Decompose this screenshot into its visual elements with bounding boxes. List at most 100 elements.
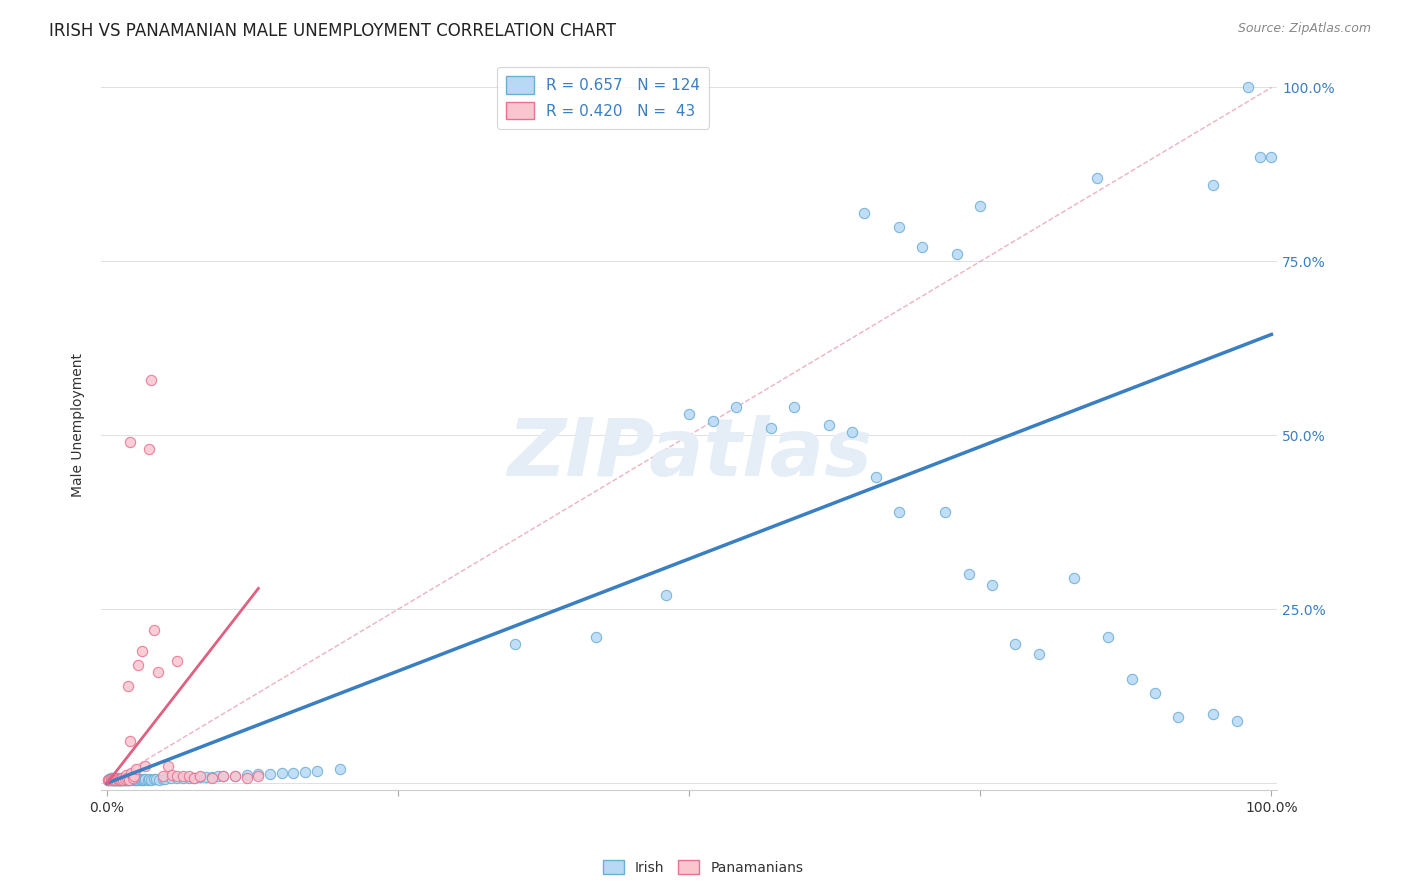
- Point: [188, 769, 211, 783]
- Point: [104, 772, 127, 786]
- Point: [887, 505, 910, 519]
- Point: [104, 772, 127, 787]
- Point: [294, 765, 316, 780]
- Point: [107, 773, 129, 788]
- Point: [115, 772, 138, 786]
- Point: [207, 769, 229, 783]
- Point: [702, 414, 724, 428]
- Point: [156, 759, 179, 773]
- Point: [118, 773, 141, 788]
- Point: [138, 772, 160, 786]
- Point: [122, 769, 145, 783]
- Point: [678, 408, 700, 422]
- Point: [120, 435, 142, 450]
- Point: [201, 771, 224, 785]
- Point: [104, 773, 127, 788]
- Point: [852, 205, 875, 219]
- Point: [1260, 150, 1282, 164]
- Point: [98, 772, 121, 787]
- Point: [114, 772, 136, 786]
- Point: [152, 772, 174, 786]
- Point: [100, 773, 122, 788]
- Point: [107, 772, 129, 787]
- Point: [1063, 571, 1085, 585]
- Point: [1028, 648, 1050, 662]
- Text: Source: ZipAtlas.com: Source: ZipAtlas.com: [1237, 22, 1371, 36]
- Point: [887, 219, 910, 234]
- Point: [128, 772, 150, 786]
- Point: [127, 772, 149, 787]
- Point: [177, 769, 200, 783]
- Point: [1121, 672, 1143, 686]
- Point: [1237, 80, 1260, 95]
- Point: [946, 247, 969, 261]
- Point: [112, 772, 135, 787]
- Point: [1004, 637, 1026, 651]
- Point: [503, 637, 526, 651]
- Point: [136, 772, 159, 787]
- Point: [1097, 630, 1119, 644]
- Point: [103, 772, 125, 786]
- Point: [103, 772, 125, 787]
- Point: [969, 199, 991, 213]
- Point: [212, 769, 235, 783]
- Point: [247, 767, 270, 781]
- Point: [224, 768, 246, 782]
- Point: [120, 734, 142, 748]
- Point: [134, 772, 156, 787]
- Point: [142, 772, 165, 786]
- Point: [283, 765, 305, 780]
- Point: [148, 772, 170, 787]
- Point: [114, 768, 136, 782]
- Point: [957, 567, 980, 582]
- Point: [101, 772, 124, 786]
- Point: [1249, 150, 1271, 164]
- Point: [98, 772, 121, 787]
- Point: [127, 657, 149, 672]
- Point: [818, 417, 841, 432]
- Point: [100, 771, 122, 785]
- Point: [981, 578, 1004, 592]
- Point: [98, 772, 121, 786]
- Point: [100, 772, 122, 786]
- Point: [134, 759, 156, 773]
- Point: [111, 772, 134, 786]
- Point: [110, 772, 132, 787]
- Point: [120, 772, 142, 786]
- Point: [865, 470, 887, 484]
- Point: [108, 772, 131, 787]
- Point: [148, 665, 170, 679]
- Point: [911, 240, 934, 254]
- Point: [97, 772, 120, 787]
- Point: [100, 772, 122, 787]
- Point: [107, 772, 129, 787]
- Point: [110, 773, 132, 788]
- Point: [117, 773, 139, 788]
- Point: [112, 772, 135, 786]
- Point: [114, 772, 136, 787]
- Point: [108, 772, 131, 786]
- Point: [121, 771, 143, 785]
- Point: [183, 771, 205, 785]
- Point: [121, 765, 143, 780]
- Point: [110, 772, 132, 787]
- Legend: Irish, Panamanians: Irish, Panamanians: [598, 855, 808, 880]
- Point: [117, 679, 139, 693]
- Text: IRISH VS PANAMANIAN MALE UNEMPLOYMENT CORRELATION CHART: IRISH VS PANAMANIAN MALE UNEMPLOYMENT CO…: [49, 22, 616, 40]
- Point: [100, 772, 122, 786]
- Point: [107, 773, 129, 788]
- Point: [152, 769, 174, 783]
- Point: [120, 773, 142, 788]
- Text: ZIPatlas: ZIPatlas: [506, 415, 872, 493]
- Point: [107, 772, 129, 786]
- Point: [132, 772, 155, 786]
- Point: [105, 772, 128, 786]
- Point: [108, 773, 131, 788]
- Point: [236, 768, 259, 782]
- Point: [101, 772, 124, 786]
- Point: [97, 772, 120, 787]
- Point: [122, 772, 145, 786]
- Point: [125, 772, 148, 787]
- Point: [100, 772, 122, 787]
- Point: [162, 768, 184, 782]
